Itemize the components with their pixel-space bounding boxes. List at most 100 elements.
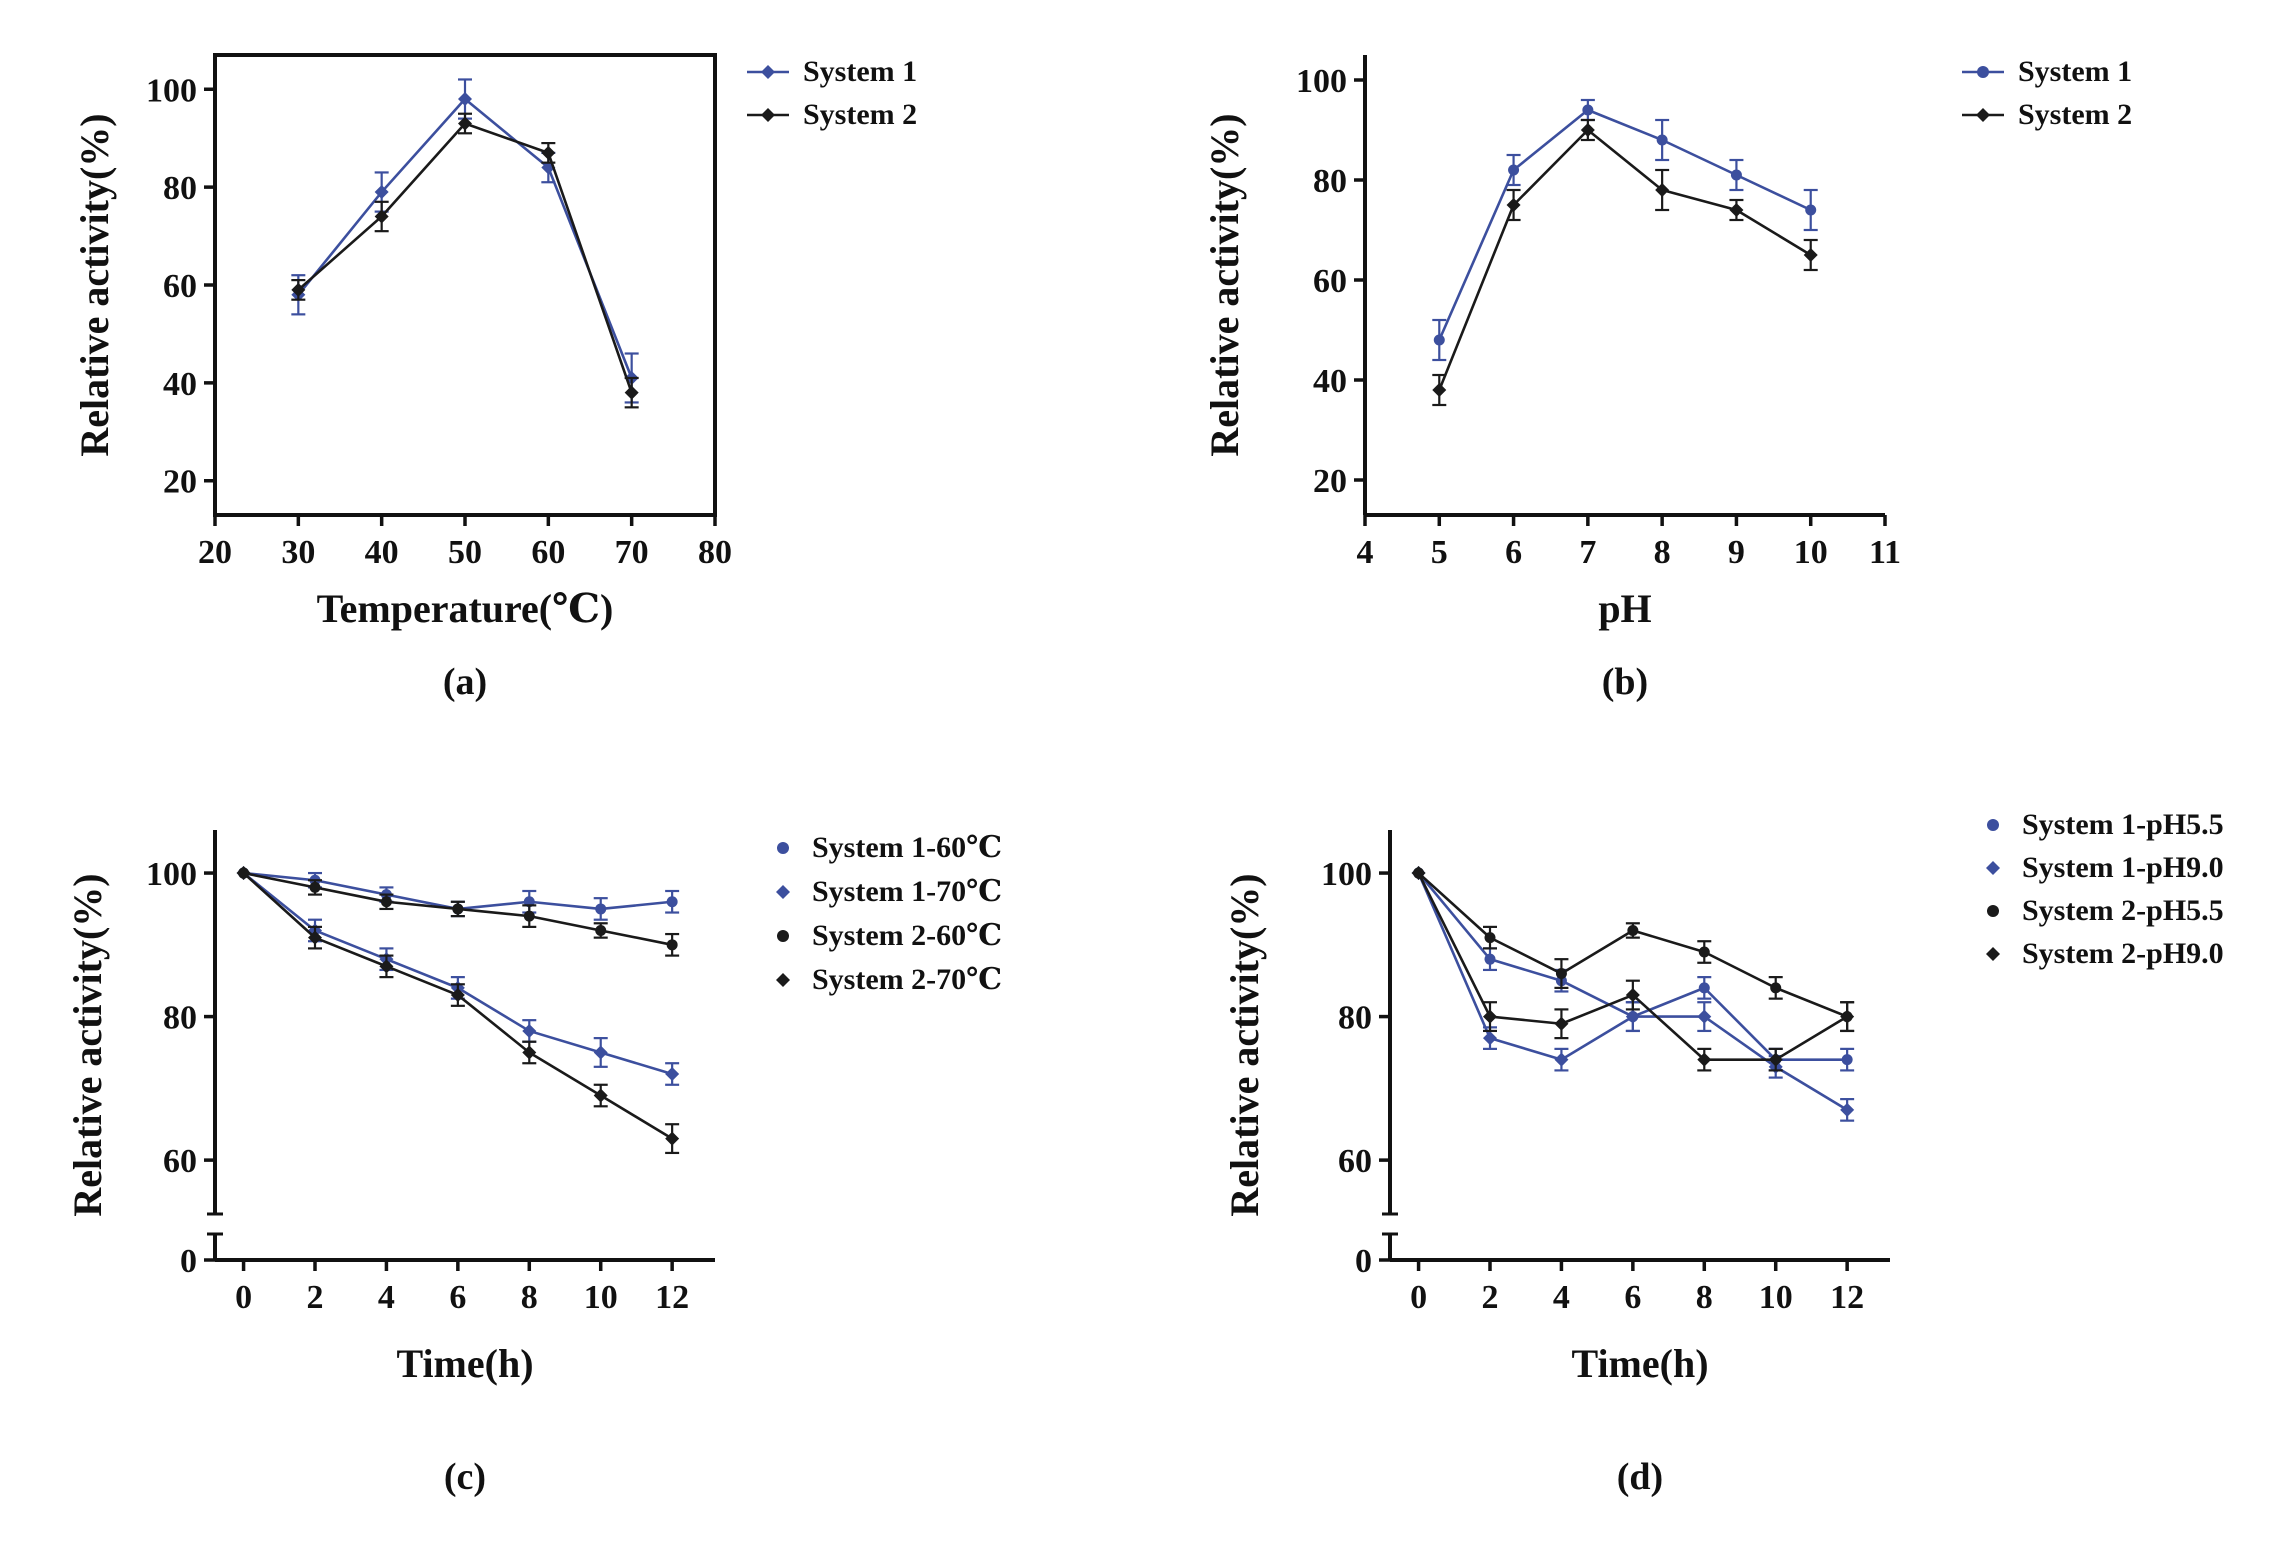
line-chart-b: 4 5 6 7 8 9 10 11 20 40 60 80 100 — [1296, 55, 1901, 571]
diamond-marker-icon — [776, 972, 790, 987]
x-tick-label: 12 — [655, 1279, 689, 1316]
legend-label: System 1 — [803, 55, 918, 88]
diamond-marker-icon — [374, 185, 389, 200]
y-tick-label: 80 — [1338, 1000, 1372, 1037]
series-line — [1438, 128, 1812, 391]
diamond-marker-icon — [1768, 1052, 1783, 1067]
circle-marker-icon — [309, 881, 321, 893]
diamond-marker-icon — [1986, 861, 2000, 875]
legend-label: System 2-pH5.5 — [2022, 894, 2224, 927]
x-tick-label: 7 — [1579, 534, 1596, 571]
circle-marker-icon — [1627, 924, 1639, 936]
diamond-marker-icon — [1840, 1009, 1855, 1024]
y-tick-label: 60 — [1313, 263, 1347, 300]
x-tick-label: 20 — [198, 534, 232, 571]
caption-c: (c) — [443, 1456, 487, 1498]
x-tick-label: 50 — [448, 534, 482, 571]
diamond-marker-icon — [665, 1067, 680, 1081]
x-tick-label: 10 — [1759, 1279, 1793, 1316]
y-tick-label: 80 — [1313, 163, 1347, 200]
panel-a: Relative activity(%) 20 30 40 50 60 70 80 20 40 6… — [30, 15, 1180, 735]
panel-d: Relative activity(%) 0 2 4 6 8 10 12 0 60 80 100 S… — [1180, 790, 2289, 1540]
diamond-marker-icon — [1697, 1052, 1712, 1067]
legend-item: System 2-pH9.0 — [1980, 937, 2224, 971]
x-tick-label: 0 — [1410, 1279, 1427, 1316]
legend-a: System 1 System 2 — [745, 55, 917, 132]
y-tick-label: 60 — [1338, 1143, 1372, 1180]
circle-marker-icon — [1555, 968, 1567, 980]
x-axis-label-c: Time(h) — [396, 1341, 534, 1386]
legend-item: System 2-pH5.5 — [1980, 894, 2224, 928]
x-tick-label: 11 — [1869, 534, 1901, 571]
legend-item: System 1 — [1960, 55, 2132, 89]
diamond-marker-icon — [1729, 203, 1744, 217]
y-tick-label: 0 — [1355, 1243, 1372, 1280]
circle-marker-icon — [1987, 819, 1999, 831]
x-tick-label: 8 — [521, 1279, 538, 1316]
diamond-marker-icon — [374, 209, 389, 224]
circle-marker-icon — [452, 903, 464, 915]
circle-marker-icon — [1433, 334, 1445, 346]
diamond-marker-icon — [1506, 198, 1521, 212]
diamond-marker-icon — [1625, 988, 1640, 1003]
x-tick-label: 10 — [1794, 534, 1828, 571]
diamond-marker-icon — [1803, 248, 1818, 262]
diamond-marker-icon — [747, 108, 789, 122]
circle-marker-icon — [1987, 905, 1999, 917]
legend-label: System 1-70℃ — [812, 875, 1003, 908]
y-tick-label: 80 — [163, 170, 197, 207]
line-chart-a: 20 30 40 50 60 70 80 20 40 60 80 100 — [146, 53, 732, 571]
y-tick-label: 100 — [146, 72, 197, 109]
circle-marker-icon — [1698, 982, 1710, 994]
diamond-marker-icon — [593, 1088, 608, 1103]
circle-marker-icon — [1698, 946, 1710, 958]
x-tick-label: 6 — [1505, 534, 1522, 571]
legend-item: System 1-pH9.0 — [1980, 851, 2224, 885]
circle-marker-icon — [595, 903, 607, 915]
legend-item: System 1 — [745, 55, 917, 89]
series-line — [1438, 108, 1812, 341]
diamond-marker-icon — [1580, 123, 1595, 137]
y-axis-label-d: Relative activity(%) — [1222, 873, 1267, 1217]
legend-item: System 2-60℃ — [770, 918, 1002, 953]
diamond-marker-icon — [747, 65, 789, 79]
y-tick-label: 100 — [1296, 63, 1347, 100]
legend-b: System 1 System 2 — [1960, 55, 2132, 132]
x-tick-label: 4 — [378, 1279, 395, 1316]
diamond-marker-icon — [541, 145, 556, 160]
panel-c: Relative activity(%) 0 2 4 6 8 10 12 0 60 80 100 S… — [30, 790, 1180, 1540]
diamond-marker-icon — [458, 92, 472, 107]
circle-marker-icon — [1484, 953, 1496, 965]
diamond-marker-icon — [776, 884, 790, 899]
legend-label: System 2-pH9.0 — [2022, 937, 2224, 970]
legend-label: System 1-pH5.5 — [2022, 808, 2224, 841]
y-tick-label: 40 — [1313, 363, 1347, 400]
diamond-marker-icon — [1554, 1016, 1569, 1031]
diamond-marker-icon — [291, 282, 306, 297]
x-tick-label: 40 — [365, 534, 399, 571]
legend-item: System 2-70℃ — [770, 962, 1002, 997]
y-tick-label: 60 — [163, 268, 197, 305]
diamond-marker-icon — [1697, 1009, 1712, 1024]
y-axis-label-c: Relative activity(%) — [65, 873, 110, 1217]
y-axis-label-b: Relative activity(%) — [1202, 113, 1247, 457]
x-tick-label: 6 — [1624, 1279, 1641, 1316]
x-tick-label: 10 — [584, 1279, 618, 1316]
diamond-marker-icon — [1655, 183, 1670, 197]
y-tick-label: 20 — [163, 464, 197, 501]
diamond-marker-icon — [1625, 1009, 1640, 1024]
legend-label: System 2-60℃ — [812, 919, 1003, 952]
panel-b: Relative activity(%) 4 5 6 7 8 9 10 11 20 40 60 80 1… — [1180, 15, 2289, 735]
diamond-marker-icon — [1986, 947, 2000, 961]
legend-label: System 2 — [803, 98, 918, 131]
legend-label: System 1 — [2018, 55, 2133, 88]
diamond-marker-icon — [593, 1045, 608, 1060]
caption-d: (d) — [1616, 1456, 1664, 1498]
legend-label: System 2 — [2018, 98, 2133, 131]
legend-c: System 1-60℃ System 1-70℃ System 2-60℃ Syst… — [770, 830, 1002, 997]
circle-marker-icon — [777, 841, 789, 854]
circle-marker-icon — [1770, 982, 1782, 994]
diamond-marker-icon — [1483, 1031, 1497, 1046]
diamond-marker-icon — [1840, 1102, 1855, 1117]
circle-marker-icon — [1962, 66, 2004, 78]
